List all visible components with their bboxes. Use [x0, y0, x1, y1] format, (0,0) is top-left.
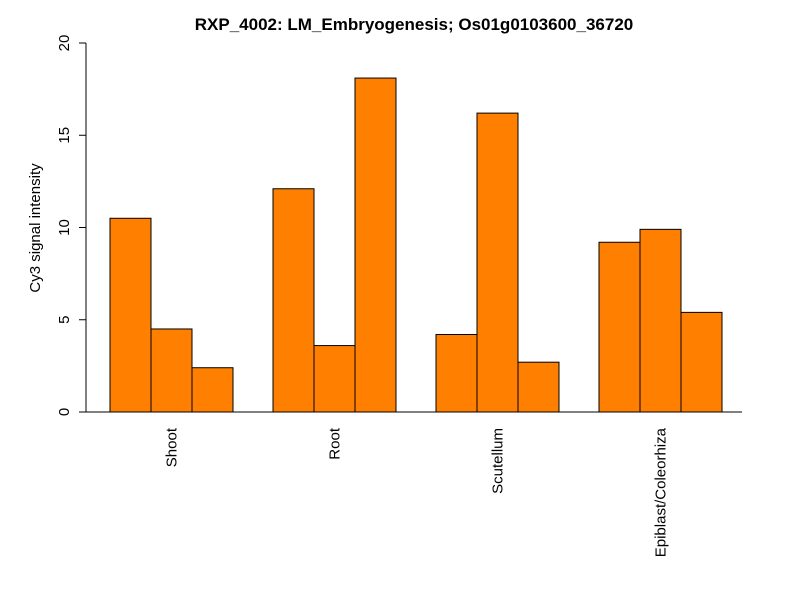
x-category-label: Shoot [164, 427, 181, 467]
y-tick-label: 10 [56, 219, 73, 236]
bar-scutellum-3 [517, 361, 560, 413]
y-tick-label: 20 [56, 35, 73, 52]
x-category-label: Epiblast/Coleorhiza [653, 427, 670, 557]
bar-root-3 [354, 77, 397, 413]
plot-area: 0 5 10 15 20 Shoot Root Scutellum Epiblast/Coleo… [56, 35, 742, 557]
x-category-label: Scutellum [490, 428, 507, 494]
bar-scutellum-1 [435, 334, 478, 413]
y-axis-label: Cy3 signal intensity [27, 163, 44, 293]
chart-title: RXP_4002: LM_Embryogenesis; Os01g0103600… [195, 15, 633, 34]
bar-epiblast-coleorhiza-1 [598, 241, 641, 413]
x-category-label: Root [327, 427, 344, 460]
y-tick-label: 0 [56, 408, 73, 416]
y-tick-label: 15 [56, 127, 73, 144]
bar-root-1 [272, 188, 315, 413]
bar-epiblast-coleorhiza-2 [639, 228, 682, 413]
bar-shoot-3 [191, 367, 234, 413]
bar-shoot-1 [109, 217, 152, 413]
bar-epiblast-coleorhiza-3 [680, 311, 723, 413]
y-tick-label: 5 [56, 316, 73, 324]
bar-root-2 [313, 345, 356, 413]
bar-shoot-2 [150, 328, 193, 413]
bar-scutellum-2 [476, 112, 519, 413]
